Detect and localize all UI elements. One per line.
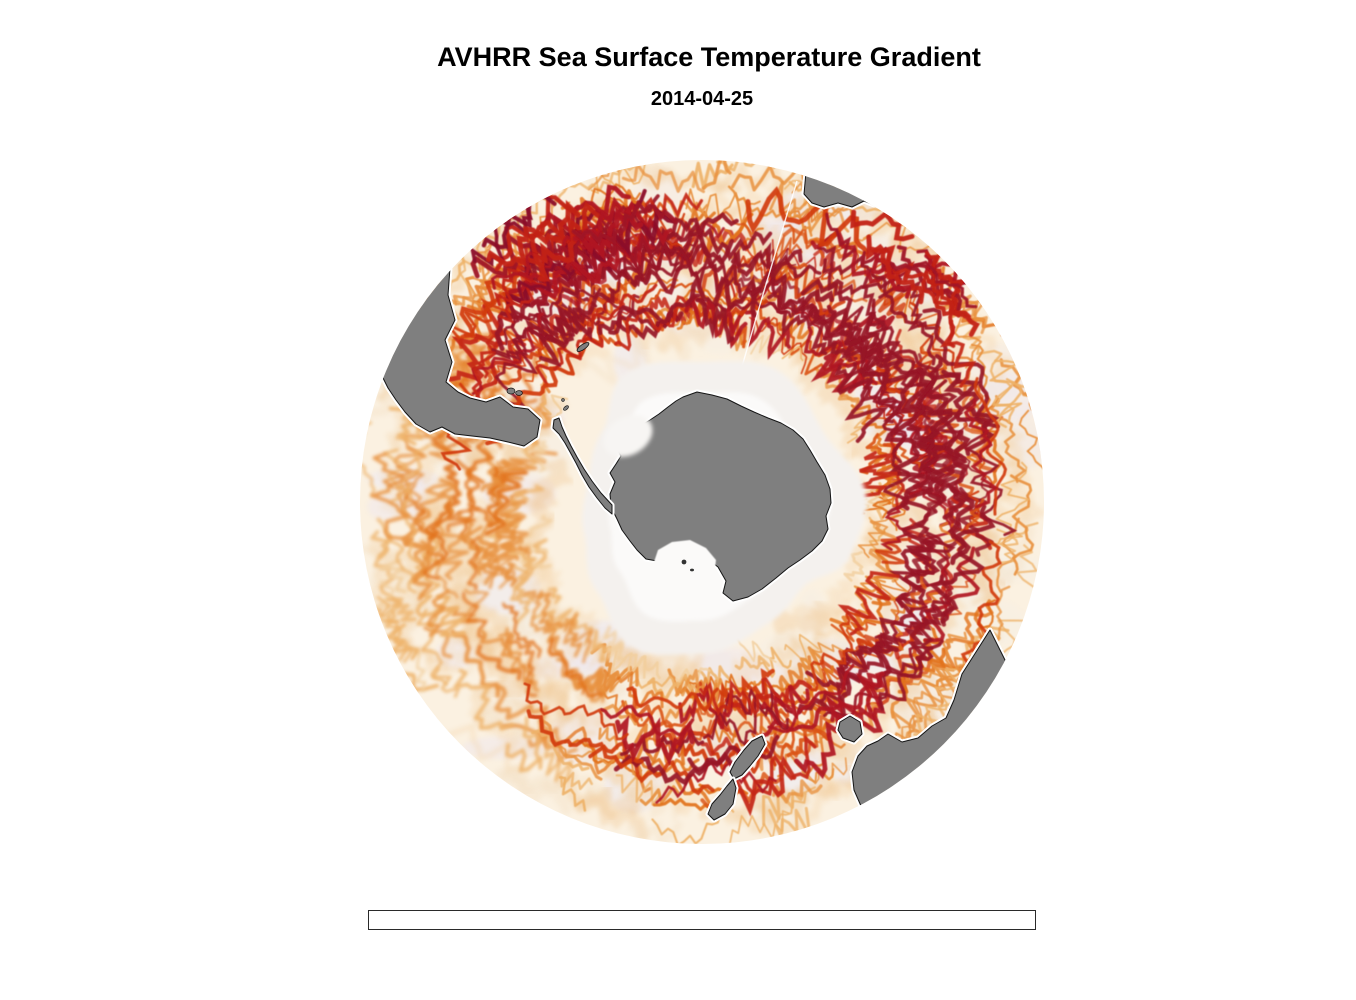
chart-title: AVHRR Sea Surface Temperature Gradient <box>437 42 981 72</box>
colorbar-gradient-bar <box>368 910 1036 930</box>
antarctic-peninsula <box>552 417 613 515</box>
landmasses <box>360 160 1023 843</box>
weddell-sea-ice-bay <box>603 415 653 457</box>
africa-landmass <box>799 160 896 208</box>
colorbar <box>368 910 1036 1000</box>
chart-date-subtitle: 2014-04-25 <box>650 88 754 110</box>
new-zealand-north-island <box>707 778 737 821</box>
colorbar-tick-labels <box>368 938 1036 958</box>
falkland-islands <box>506 387 516 395</box>
ross-sea-ice-bay <box>652 540 716 600</box>
tasmania-island <box>837 715 863 743</box>
south-georgia-island <box>576 342 590 352</box>
